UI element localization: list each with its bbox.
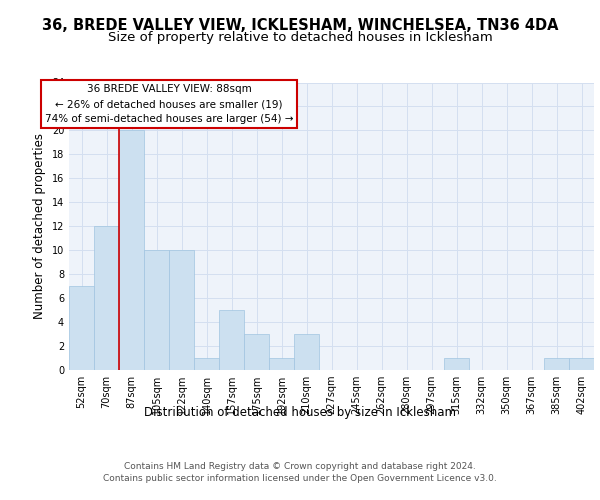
Bar	[244, 334, 269, 370]
Text: 36, BREDE VALLEY VIEW, ICKLESHAM, WINCHELSEA, TN36 4DA: 36, BREDE VALLEY VIEW, ICKLESHAM, WINCHE…	[42, 18, 558, 32]
Bar	[119, 130, 144, 370]
Bar	[294, 334, 319, 370]
Bar	[444, 358, 469, 370]
Bar	[269, 358, 294, 370]
Bar	[69, 286, 94, 370]
Bar	[194, 358, 219, 370]
Text: Distribution of detached houses by size in Icklesham: Distribution of detached houses by size …	[144, 406, 456, 419]
Bar	[169, 250, 194, 370]
Bar	[219, 310, 244, 370]
Bar	[569, 358, 594, 370]
Bar	[544, 358, 569, 370]
Text: Size of property relative to detached houses in Icklesham: Size of property relative to detached ho…	[107, 31, 493, 44]
Text: Contains HM Land Registry data © Crown copyright and database right 2024.
Contai: Contains HM Land Registry data © Crown c…	[103, 462, 497, 483]
Bar	[94, 226, 119, 370]
Bar	[144, 250, 169, 370]
Y-axis label: Number of detached properties: Number of detached properties	[33, 133, 46, 320]
Text: 36 BREDE VALLEY VIEW: 88sqm
← 26% of detached houses are smaller (19)
74% of sem: 36 BREDE VALLEY VIEW: 88sqm ← 26% of det…	[45, 84, 293, 124]
